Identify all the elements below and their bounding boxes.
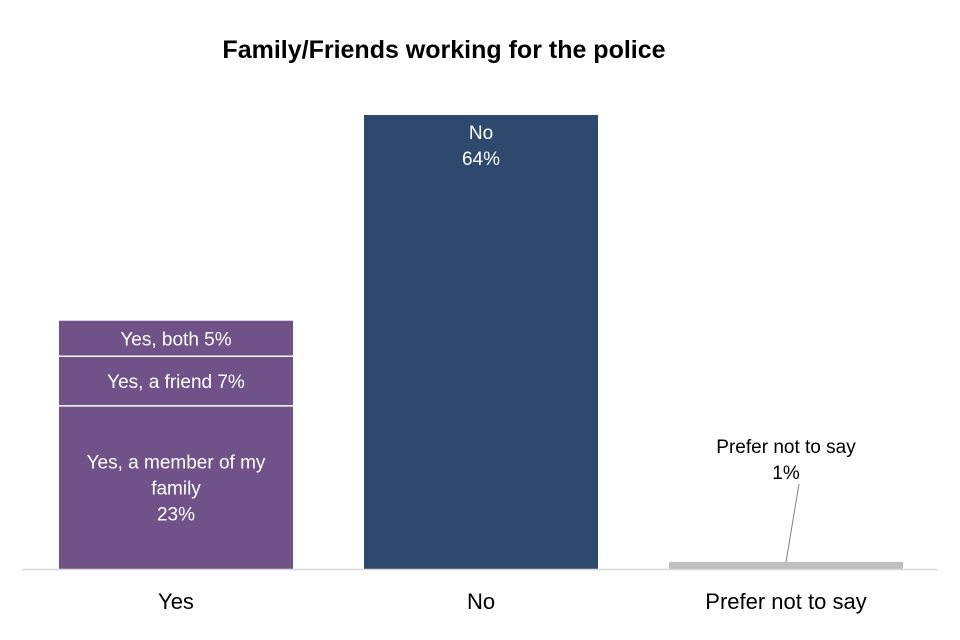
data-label-line: Yes, a friend 7% xyxy=(107,372,245,393)
bar-prefer-not-to-say xyxy=(669,561,903,569)
x-tick-label: No xyxy=(467,589,495,614)
data-label-line: 1% xyxy=(772,463,800,484)
x-tick-label: Yes xyxy=(158,589,194,614)
data-label-line: 23% xyxy=(157,504,195,525)
data-label-line: No xyxy=(469,123,493,144)
data-label-line: Yes, both 5% xyxy=(120,329,231,350)
data-label-line: Yes, a member of my xyxy=(87,452,266,473)
data-label-no: No 64% xyxy=(462,123,500,170)
x-tick-label: Prefer not to say xyxy=(705,589,866,614)
bar-yes-both xyxy=(59,320,293,357)
data-label-yes-a-member-of-my-family: Yes, a member of my family 23% xyxy=(87,452,266,525)
data-label-line: family xyxy=(151,478,201,499)
chart-title: Family/Friends working for the police xyxy=(222,36,665,64)
bar-yes-a-member-of-my-family xyxy=(59,405,293,569)
data-label-yes-both: Yes, both 5% xyxy=(120,329,231,350)
bar-yes-a-friend xyxy=(59,356,293,406)
bar-no xyxy=(364,115,598,569)
data-label-line: 64% xyxy=(462,149,500,170)
data-label-prefer-not-to-say: Prefer not to say 1% xyxy=(716,437,856,484)
data-label-yes-a-friend: Yes, a friend 7% xyxy=(107,372,245,393)
data-label-line: Prefer not to say xyxy=(716,437,856,458)
leader-line xyxy=(785,483,800,562)
